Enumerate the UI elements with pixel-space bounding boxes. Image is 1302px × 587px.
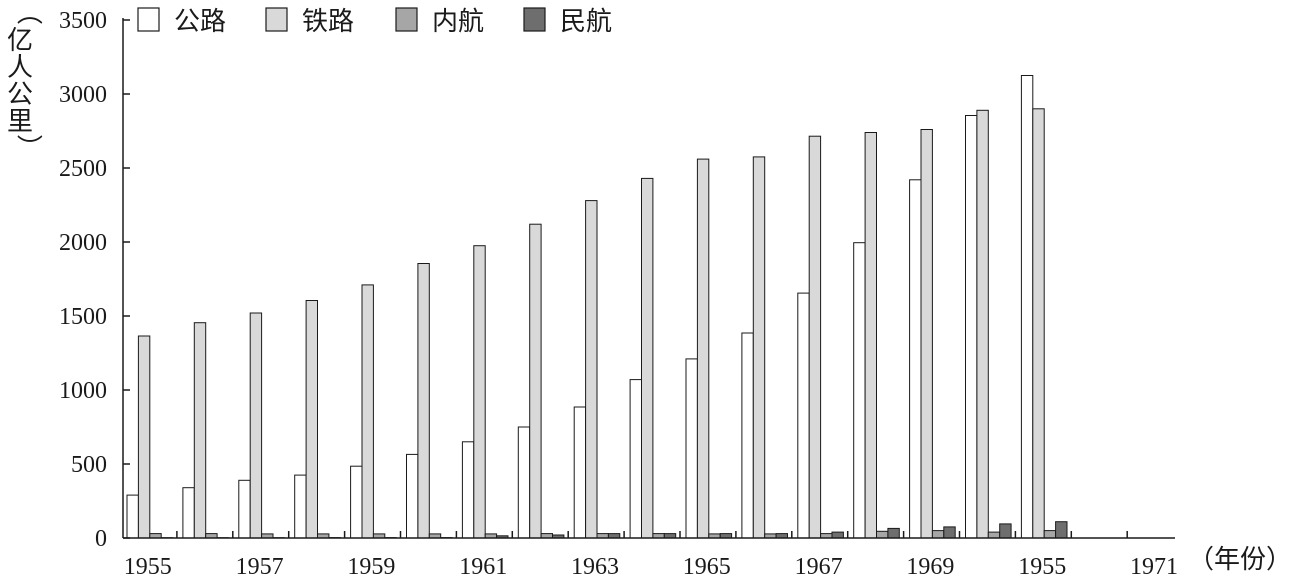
y-tick-label: 1000 (59, 378, 107, 404)
bar-铁路-4 (361, 284, 374, 539)
x-tick-label: 1957 (236, 554, 284, 580)
bar-民航-16 (1055, 521, 1068, 539)
bars-layer (126, 75, 1068, 539)
y-tick-label: 2000 (59, 230, 107, 256)
bar-铁路-6 (473, 245, 486, 539)
bar-民航-13 (887, 527, 900, 539)
legend-swatch-3 (523, 7, 546, 32)
x-tick-label: 1959 (347, 554, 395, 580)
bar-铁路-10 (696, 158, 710, 539)
tick-layer: 0 500 1000 1500 2000 2500 3000 3500 1955 1957 1959… (59, 8, 1178, 580)
y-tick-label: 3000 (59, 82, 107, 108)
y-tick-label: 500 (71, 452, 107, 478)
bar-内航-14 (931, 530, 945, 539)
bar-公路-3 (294, 474, 307, 539)
bar-民航-15 (999, 523, 1012, 539)
x-tick-label: 1955 (124, 554, 172, 580)
bar-公路-10 (685, 358, 698, 539)
legend-label-0: 公路 (174, 7, 226, 36)
bar-公路-15 (965, 115, 978, 539)
x-tick-label: 1971 (1130, 554, 1178, 580)
legend-label-2: 内航 (432, 7, 484, 36)
legend-label-3: 民航 (560, 7, 612, 36)
bar-公路-2 (238, 479, 251, 539)
bar-内航-15 (987, 531, 1001, 539)
x-tick-label: 1967 (795, 554, 843, 580)
bar-铁路-13 (864, 132, 877, 539)
bar-民航-14 (943, 526, 956, 539)
bar-公路-12 (797, 292, 810, 539)
bar-铁路-12 (808, 135, 822, 539)
y-tick-label: 1500 (59, 304, 107, 330)
bar-铁路-11 (752, 156, 766, 539)
y-tick-label: 3500 (59, 8, 107, 34)
y-axis-title-paren: ） (14, 134, 43, 160)
x-tick-label: 1969 (906, 554, 954, 580)
bar-铁路-14 (920, 129, 933, 539)
x-axis-title: （年份） (1188, 545, 1292, 574)
x-tick-label: 1961 (459, 554, 507, 580)
bar-公路-16 (1020, 75, 1034, 539)
bar-公路-6 (461, 441, 475, 539)
x-tick-label: 1963 (571, 554, 619, 580)
bar-公路-11 (741, 332, 754, 539)
y-axis-title-paren: （ (14, 0, 43, 25)
bar-铁路-0 (137, 335, 151, 539)
bar-铁路-9 (641, 177, 654, 539)
bar-公路-7 (517, 426, 531, 539)
bar-铁路-2 (249, 312, 263, 539)
bar-公路-4 (350, 465, 363, 539)
axes-layer (122, 18, 1175, 539)
legend-label-1: 铁路 (302, 7, 354, 36)
legend-swatch-2 (395, 7, 418, 32)
bar-铁路-1 (193, 322, 207, 539)
bar-公路-1 (182, 487, 195, 539)
bar-铁路-16 (1032, 108, 1045, 539)
legend-swatch-1 (265, 7, 288, 32)
bar-铁路-5 (417, 263, 430, 539)
legend: 公路 铁路 内航 民航 (137, 7, 612, 36)
bar-铁路-3 (305, 300, 319, 539)
bar-内航-16 (1043, 530, 1057, 539)
bar-公路-5 (406, 453, 419, 539)
bar-铁路-7 (529, 223, 542, 539)
bar-内航-13 (876, 530, 889, 539)
bar-公路-14 (909, 179, 922, 539)
bar-铁路-15 (976, 109, 989, 539)
y-axis-title: 亿人公里 (7, 26, 33, 136)
y-tick-label: 0 (95, 526, 107, 552)
x-tick-label: 1955 (1018, 554, 1066, 580)
bar-公路-9 (629, 379, 642, 539)
x-tick-label: 1965 (683, 554, 731, 580)
bar-公路-13 (853, 242, 866, 539)
bar-公路-8 (573, 406, 587, 539)
legend-swatch-0 (137, 7, 160, 32)
bar-公路-0 (126, 494, 139, 539)
y-tick-label: 2500 (59, 156, 107, 182)
bar-铁路-8 (585, 200, 598, 539)
bar-民航-12 (831, 531, 844, 539)
